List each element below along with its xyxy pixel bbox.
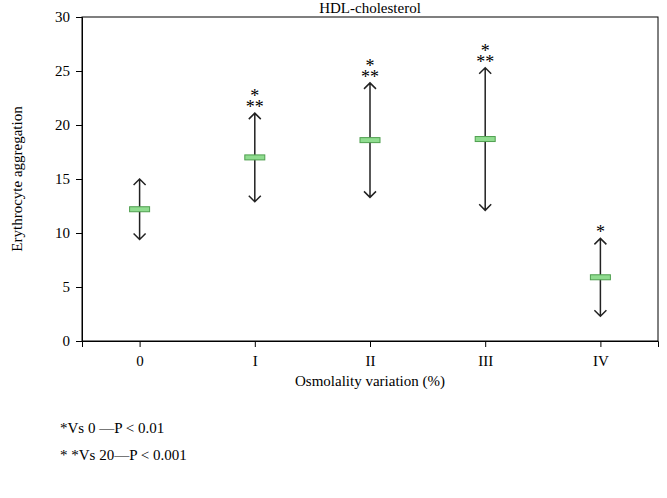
x-axis-line [83,342,659,348]
significance-label: * [596,222,605,242]
marks [130,68,611,316]
significance-label: * [250,86,259,106]
title: HDL-cholesterol [319,0,421,16]
y-tick-mark [76,341,82,342]
y-tick: 30 [55,9,82,25]
x-tick-label: I [253,353,258,369]
x-tick: I [253,341,258,369]
y-tick-label: 25 [55,63,70,79]
y-tick: 20 [55,117,82,133]
y-axis: 0 5 10 15 20 25 30 [55,9,83,349]
x-tick-mark [600,341,601,347]
x-tick-mark [140,341,141,347]
x-axis: 0IIIIIIIV [83,341,659,369]
mean-mark [360,138,380,143]
y-tick-label: 30 [55,9,70,25]
y-axis-title: Erythrocyte aggregation [9,106,25,252]
y-tick-mark [76,125,82,126]
y-tick: 5 [63,279,83,295]
plot-frame [82,17,658,341]
x-tick-mark [255,341,256,347]
mean-mark [590,275,610,280]
x-tick-label: II [366,353,376,369]
x-tick-mark [485,341,486,347]
x-axis-title: Osmolality variation (%) [295,373,445,390]
mean-mark [475,137,495,142]
annotations: ********** [246,41,605,243]
x-tick: 0 [136,341,144,369]
y-axis-line [76,18,83,342]
x-tick-label: III [478,353,493,369]
footnote: *Vs 0 —P < 0.01 [60,420,164,436]
y-tick-mark [76,179,82,180]
y-tick-label: 0 [63,333,71,349]
y-tick: 25 [55,63,82,79]
plot: 0510152025300IIIIIIIV********** [55,9,659,368]
y-tick: 10 [55,225,82,241]
significance-label: * [366,56,375,76]
y-tick-label: 15 [55,171,70,187]
x-tick: IV [593,341,609,369]
y-tick-label: 20 [55,117,70,133]
x-tick-label: 0 [136,353,144,369]
x-tick-mark [370,341,371,347]
y-tick-mark [76,17,82,18]
y-tick-mark [76,71,82,72]
y-tick: 0 [63,333,83,349]
x-tick: III [478,341,493,369]
x-tick: II [366,341,376,369]
y-tick-mark [76,233,82,234]
footnote: * *Vs 20—P < 0.001 [60,447,187,463]
y-tick-label: 10 [55,225,70,241]
significance-label: * [481,41,490,61]
mean-mark [245,155,265,160]
mean-mark [130,207,150,212]
y-tick-mark [76,287,82,288]
y-tick: 15 [55,171,82,187]
x-tick-label: IV [593,353,609,369]
y-tick-label: 5 [63,279,71,295]
